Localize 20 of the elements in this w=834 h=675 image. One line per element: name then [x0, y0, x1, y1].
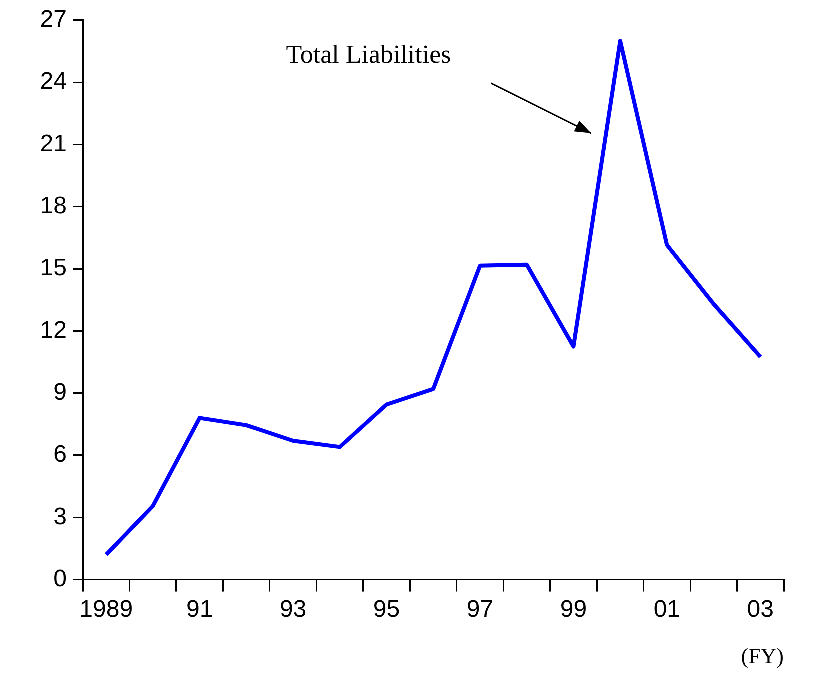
x-tick-label: 91 — [186, 596, 214, 623]
x-tick-label: 97 — [466, 596, 494, 623]
x-tick-label: 1989 — [80, 596, 134, 623]
x-tick-label: 01 — [654, 596, 681, 623]
y-tick-label: 27 — [40, 6, 67, 34]
text: Total Liabilities — [286, 40, 452, 70]
y-tick-label: 15 — [40, 254, 67, 282]
y-tick-label: 18 — [40, 192, 67, 220]
x-tick-label: 93 — [280, 596, 307, 623]
x-axis-title: (FY) — [741, 644, 784, 669]
x-tick-label: 95 — [373, 596, 400, 623]
y-tick-label: 0 — [54, 565, 67, 592]
y-tick-label: 6 — [54, 441, 67, 468]
y-tick-label: 24 — [40, 68, 67, 96]
y-tick-label: 21 — [40, 130, 67, 158]
y-tick-label: 12 — [40, 316, 67, 344]
y-tick-label: 3 — [54, 503, 67, 530]
x-tick-label: 99 — [560, 596, 588, 623]
y-tick-label: 9 — [54, 378, 67, 406]
x-tick-label: 03 — [747, 596, 774, 623]
